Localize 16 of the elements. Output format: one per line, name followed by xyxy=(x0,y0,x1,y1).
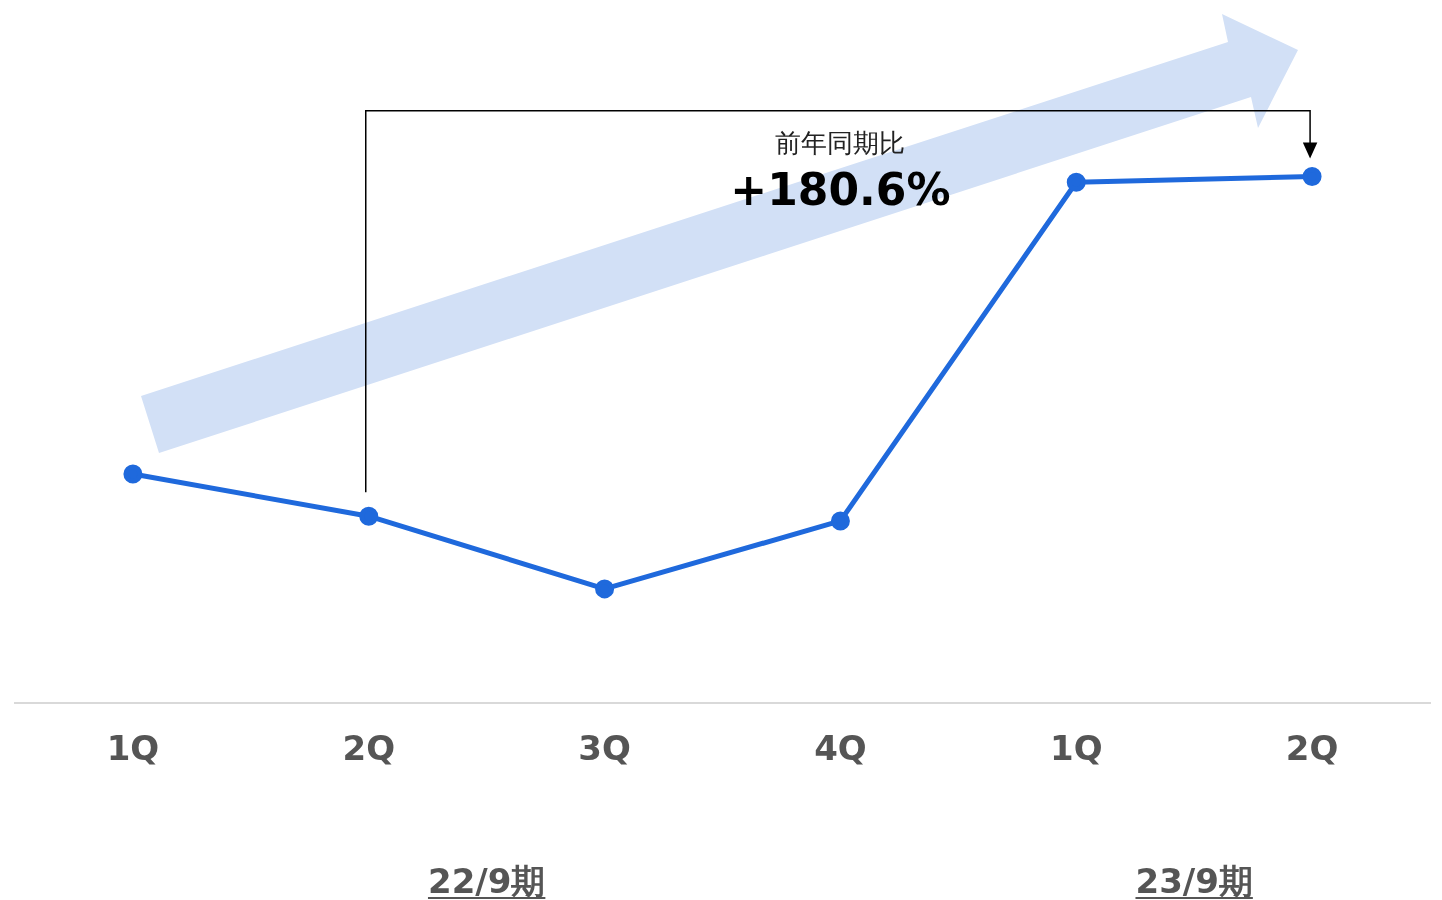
point xyxy=(830,511,850,531)
x-tick-label: 2Q xyxy=(342,728,396,769)
x-tick-label: 3Q xyxy=(578,728,631,769)
x-tick-label: 2Q xyxy=(1285,728,1339,769)
x-tick-label: 1Q xyxy=(106,728,160,769)
point xyxy=(123,464,143,484)
text: 22/9期 xyxy=(427,861,546,900)
text: 23/9期 xyxy=(1135,861,1253,900)
x-tick-label: 1Q xyxy=(1049,728,1103,769)
point xyxy=(1302,166,1322,186)
point xyxy=(1066,172,1086,192)
point xyxy=(595,579,615,599)
x-tick-label: 4Q xyxy=(814,728,867,769)
annotation: +180.6% xyxy=(730,164,951,215)
text: 前年同期比 xyxy=(775,128,906,158)
point xyxy=(359,506,379,526)
